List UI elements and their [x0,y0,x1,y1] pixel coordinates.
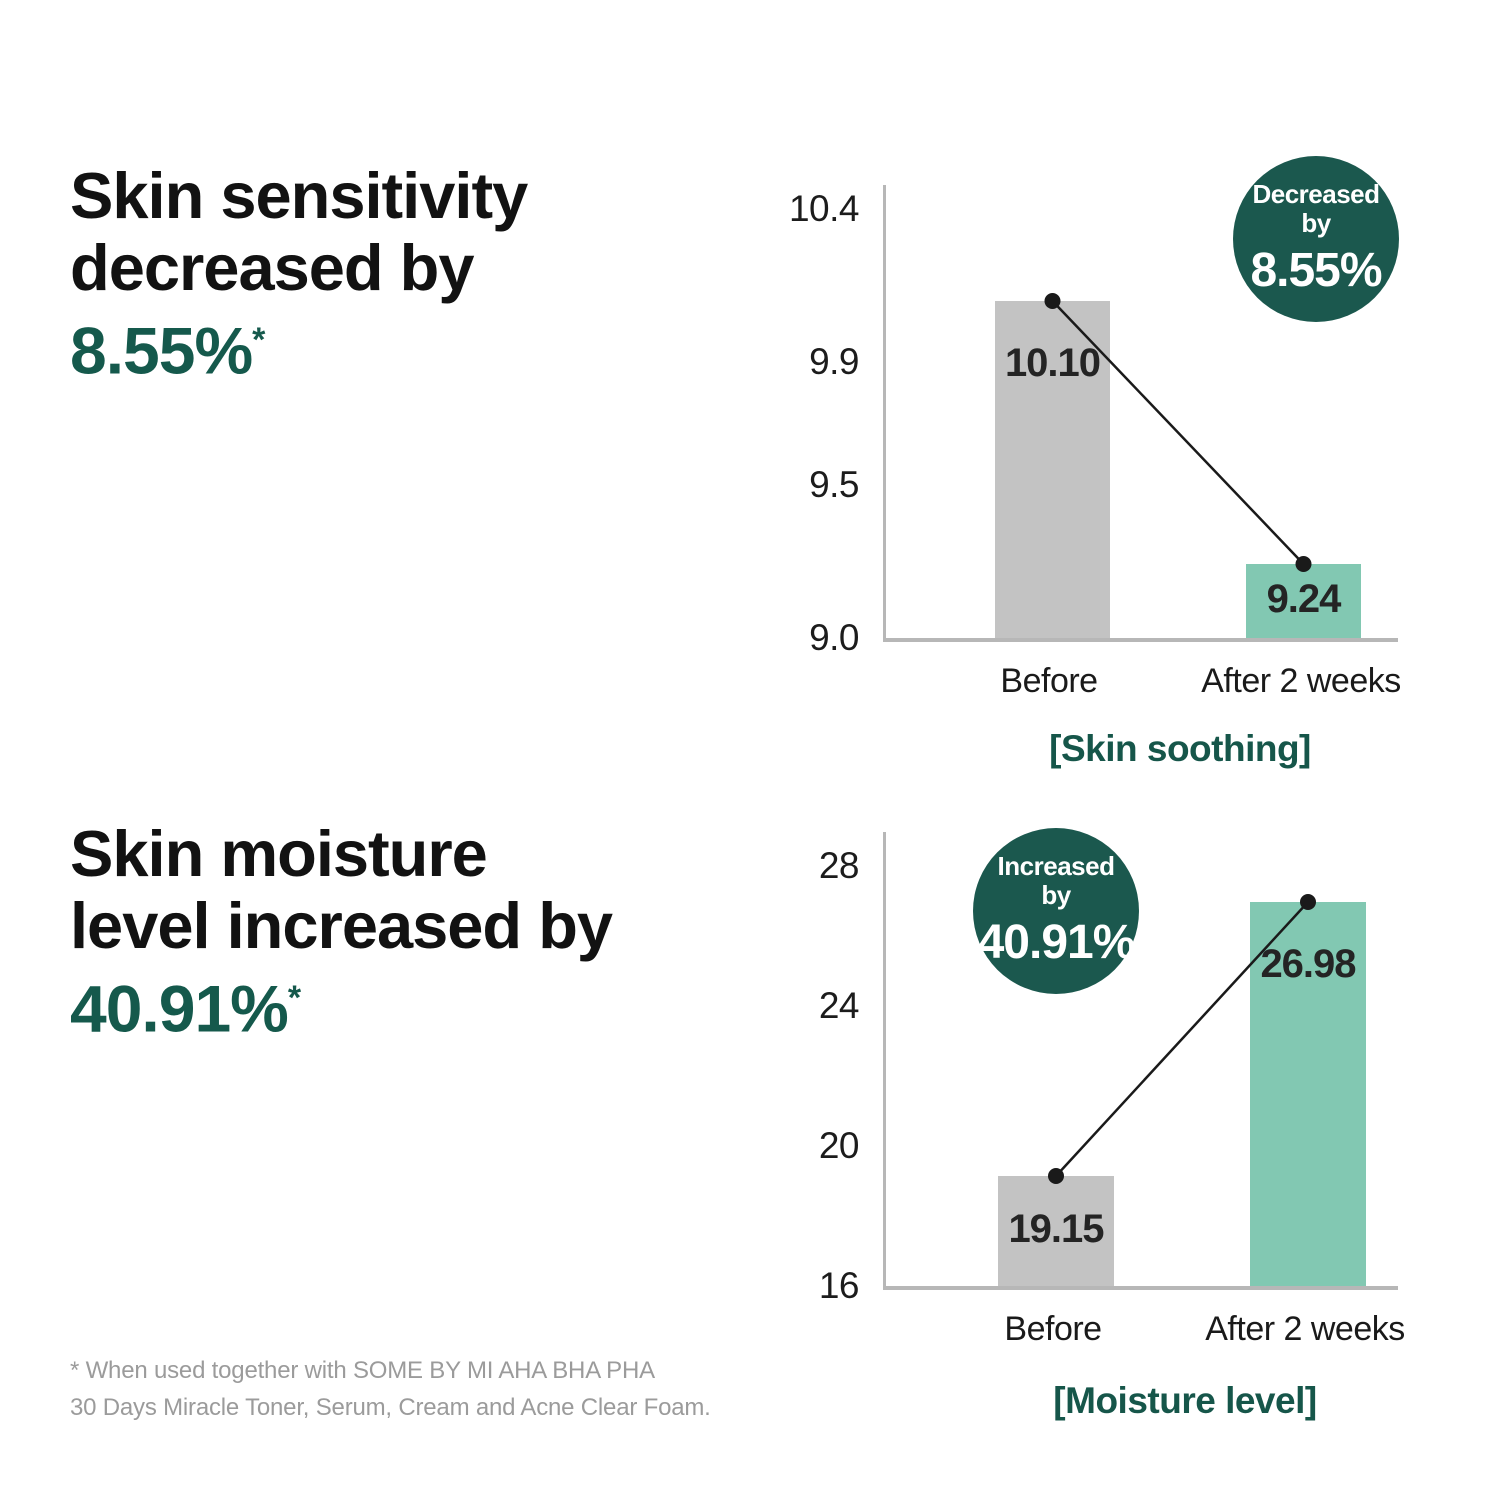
badge-text-line2: by [1301,208,1331,238]
y-axis-tick-label: 24 [818,985,860,1026]
x-label-before: Before [1000,662,1098,700]
bar-value-label: 10.10 [1004,341,1101,385]
y-axis-tick-label: 10.4 [788,188,860,229]
bar-after-2-weeks [1246,564,1361,638]
badge-text-line1: Increased [997,851,1115,881]
footnote: * When used together with SOME BY MI AHA… [70,1352,711,1426]
y-axis-tick-label: 16 [818,1265,860,1306]
headline-asterisk: * [287,979,301,1017]
badge-percent-value: 40.91% [977,916,1136,969]
headline-asterisk: * [252,321,265,359]
chart-caption-skin-soothing: [Skin soothing] [1049,728,1311,769]
headline-line-2: level increased by [70,889,613,962]
y-axis-tick-label: 9.5 [809,463,859,505]
x-label-after-2-weeks: After 2 weeks [1205,1310,1405,1348]
footnote-line-1: * When used together with SOME BY MI AHA… [70,1357,655,1384]
headline-value-row: 40.91%* [70,962,612,1046]
x-label-after-2-weeks: After 2 weeks [1201,662,1401,700]
chart-caption-moisture-level: [Moisture level] [1053,1380,1317,1421]
bar-value-label: 9.24 [1266,577,1342,621]
headline-value-row: 8.55%* [70,304,527,388]
footnote-line-2: 30 Days Miracle Toner, Serum, Cream and … [70,1394,711,1421]
headline-skin-moisture: Skin moisture level increased by 40.91%* [70,817,613,1046]
decreased-badge: Decreased by 8.55% [1233,156,1399,322]
bar-before [998,1176,1114,1286]
bar-value-label: 19.15 [1008,1207,1104,1251]
badge-percent-value: 8.55% [1250,244,1382,297]
headline-line-1: Skin sensitivity [70,159,528,232]
badge-text-line2: by [1041,880,1071,910]
y-axis-tick-label: 9.0 [809,617,859,658]
skin-soothing-plot-area: 9.0 9.5 9.9 10.4 10.10 9.24 [789,185,1398,658]
x-label-before: Before [1004,1310,1102,1348]
y-axis-tick-label: 9.9 [809,341,859,383]
headline-skin-sensitivity: Skin sensitivity decreased by 8.55%* [70,159,528,388]
increased-badge: Increased by 40.91% [973,828,1139,994]
headline-percent-value: 8.55% [70,313,253,388]
headline-line-1: Skin moisture [70,817,488,890]
bar-value-label: 26.98 [1260,942,1356,986]
y-axis-tick-label: 20 [818,1125,860,1166]
y-axis-tick-label: 28 [818,845,860,886]
badge-text-line1: Decreased [1252,179,1380,209]
headline-percent-value: 40.91% [70,971,289,1046]
headline-line-2: decreased by [70,231,475,304]
moisture-level-plot-area: 16 20 24 28 19.15 26.98 [819,832,1398,1306]
